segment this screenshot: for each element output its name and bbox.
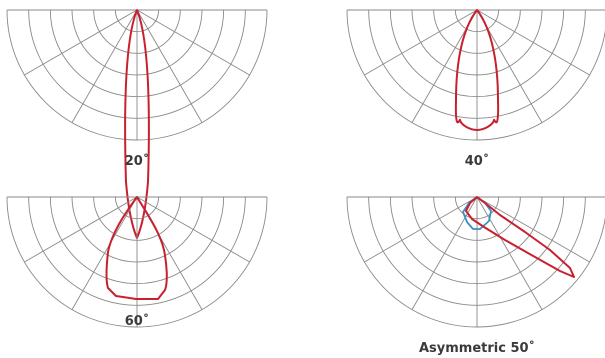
grid-spoke bbox=[364, 9, 478, 76]
grid-spoke bbox=[136, 196, 250, 263]
grid-spoke bbox=[476, 9, 590, 76]
beam-curve-40 bbox=[454, 9, 500, 131]
diagram-label: 40˚ bbox=[465, 153, 490, 169]
diagram-label: 60˚ bbox=[125, 313, 150, 329]
polar-diagram-60: 60˚ bbox=[6, 196, 268, 329]
grid-spoke bbox=[136, 9, 250, 76]
beam-curve-primary bbox=[465, 196, 575, 278]
polar-diagram-asymmetric-50: Asymmetric 50˚ bbox=[346, 196, 605, 356]
diagram-label: 20˚ bbox=[125, 153, 150, 169]
grid-spoke bbox=[24, 9, 138, 76]
polar-grid bbox=[346, 196, 605, 328]
grid-spoke bbox=[364, 196, 478, 263]
polar-grid bbox=[346, 9, 605, 141]
diagram-label: Asymmetric 50˚ bbox=[419, 340, 535, 356]
polar-grid bbox=[6, 9, 268, 141]
grid-spoke bbox=[411, 196, 478, 310]
beam-curve-60 bbox=[105, 196, 168, 300]
polar-diagram-40: 40˚ bbox=[346, 9, 605, 169]
grid-spoke bbox=[476, 196, 543, 310]
grid-spoke bbox=[136, 9, 203, 123]
grid-spoke bbox=[24, 196, 138, 263]
grid-spoke bbox=[476, 196, 590, 263]
polar-grid bbox=[6, 196, 268, 328]
grid-spoke bbox=[71, 196, 138, 310]
grid-spoke bbox=[71, 9, 138, 123]
beam-curve-secondary bbox=[462, 196, 492, 230]
